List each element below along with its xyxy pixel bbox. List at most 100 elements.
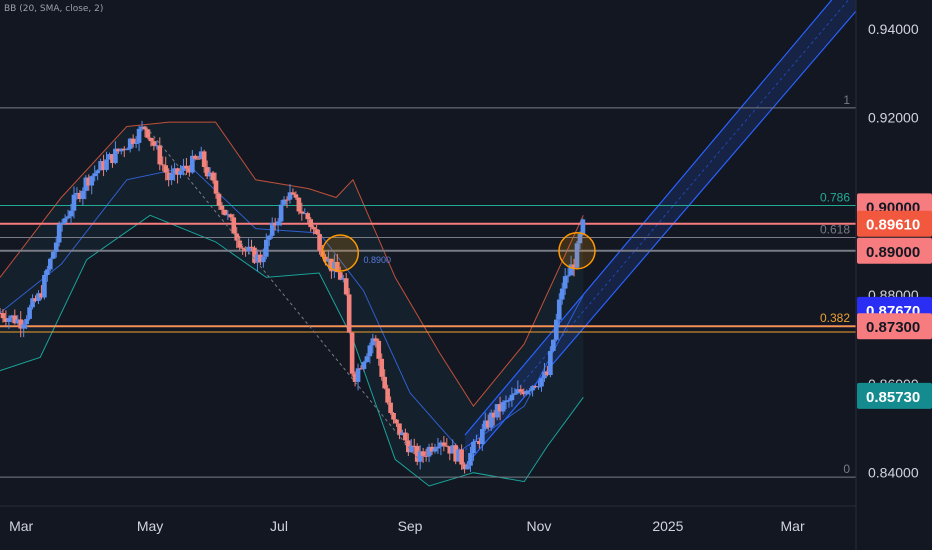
- candle-body: [118, 148, 124, 152]
- candle-body: [71, 194, 77, 211]
- candle-body: [343, 278, 349, 295]
- candle-body: [530, 386, 535, 391]
- candle-body: [314, 229, 319, 235]
- price-tags: 0.900000.896100.890000.876700.873000.857…: [857, 193, 932, 409]
- candle-body: [68, 210, 74, 217]
- candle-body: [101, 161, 106, 170]
- candle-body: [524, 390, 530, 395]
- candle-body: [255, 254, 260, 263]
- candle-body: [329, 258, 334, 272]
- indicator-legend[interactable]: BB (20, SMA, close, 2): [4, 4, 104, 14]
- candle-body: [207, 172, 213, 177]
- candle-body: [195, 158, 201, 160]
- candle-body: [47, 258, 53, 270]
- candle-body: [0, 313, 6, 319]
- candle-body: [130, 138, 136, 144]
- candle-body: [305, 213, 311, 220]
- candle-body: [311, 227, 316, 230]
- candle-body: [441, 442, 447, 446]
- candle-body: [518, 389, 524, 392]
- candle-body: [234, 233, 240, 241]
- channel-upper-line: [464, 0, 833, 436]
- candle-body: [192, 155, 198, 159]
- candle-body: [204, 167, 210, 177]
- candle-body: [562, 276, 568, 289]
- candle-body: [352, 373, 358, 382]
- candle-body: [426, 446, 432, 457]
- candle-body: [278, 204, 284, 222]
- candle-body: [391, 412, 396, 420]
- candle-body: [252, 247, 257, 263]
- candle-body: [580, 219, 586, 234]
- candle-body: [411, 445, 417, 447]
- bb-lower-line: [0, 214, 584, 487]
- candle-body: [373, 338, 379, 341]
- candle-body: [266, 235, 272, 240]
- candle-body: [429, 446, 435, 452]
- candle-body: [3, 318, 9, 322]
- candle-body: [190, 155, 195, 173]
- bb-upper-line: [0, 121, 584, 407]
- fibonacci-retracement[interactable]: 1 0.786 0.618 0.382 0: [0, 93, 856, 478]
- candle-body: [568, 264, 574, 276]
- price-tag-bg: [857, 210, 932, 237]
- candle-body: [59, 222, 65, 225]
- trend-channel[interactable]: [464, 0, 857, 467]
- candle-body: [465, 465, 470, 470]
- candle-body: [474, 440, 479, 442]
- candle-body: [240, 247, 245, 249]
- candle-body: [361, 361, 367, 370]
- candle-body: [15, 319, 21, 324]
- candle-body: [86, 177, 92, 186]
- x-tick-label: 2025: [652, 518, 683, 534]
- candle-body: [453, 445, 459, 462]
- candle-body: [403, 432, 408, 441]
- candle-body: [12, 315, 18, 324]
- candle-body: [121, 148, 127, 151]
- candle-body: [210, 172, 216, 181]
- candle-body: [456, 449, 461, 462]
- candle-body: [107, 154, 112, 160]
- channel-lower-line: [464, 10, 857, 467]
- candle-body: [414, 446, 420, 462]
- candle-body: [116, 148, 121, 152]
- candle-body: [358, 368, 364, 370]
- annotations[interactable]: 0.8900: [145, 126, 596, 460]
- candle-body: [53, 242, 59, 252]
- channel-mid-line: [464, 0, 849, 451]
- candle-body: [287, 192, 293, 200]
- candle-body: [284, 199, 290, 201]
- candle-body: [506, 400, 512, 402]
- candle-body: [335, 261, 340, 273]
- candle-body: [89, 176, 95, 186]
- candle-body: [299, 211, 305, 214]
- candle-body: [222, 209, 228, 216]
- highlight-circle: [558, 232, 596, 270]
- candle-body: [80, 190, 86, 199]
- candle-body: [172, 168, 177, 174]
- time-axis[interactable]: Mar May Jul Sep Nov 2025 Mar: [9, 518, 805, 534]
- candle-body: [394, 419, 399, 424]
- candle-body: [494, 404, 500, 418]
- candle-body: [527, 390, 532, 392]
- candle-body: [178, 170, 183, 175]
- candle-body: [50, 251, 56, 259]
- candle-body: [349, 332, 355, 374]
- candle-body: [139, 126, 145, 129]
- candle-body: [160, 164, 166, 166]
- candle-body: [219, 205, 225, 210]
- candle-body: [515, 389, 521, 394]
- fib-label: 0.786: [820, 191, 850, 205]
- candle-body: [30, 298, 35, 308]
- candle-body: [571, 264, 577, 268]
- candle-body: [293, 194, 299, 198]
- x-tick-label: May: [137, 518, 163, 534]
- candle-body: [400, 432, 405, 436]
- candle-body: [406, 440, 411, 453]
- candle-body: [21, 324, 26, 329]
- candle-body: [367, 345, 373, 357]
- candle-body: [113, 148, 118, 164]
- candle-body: [92, 173, 98, 177]
- x-tick-label: Jul: [270, 518, 288, 534]
